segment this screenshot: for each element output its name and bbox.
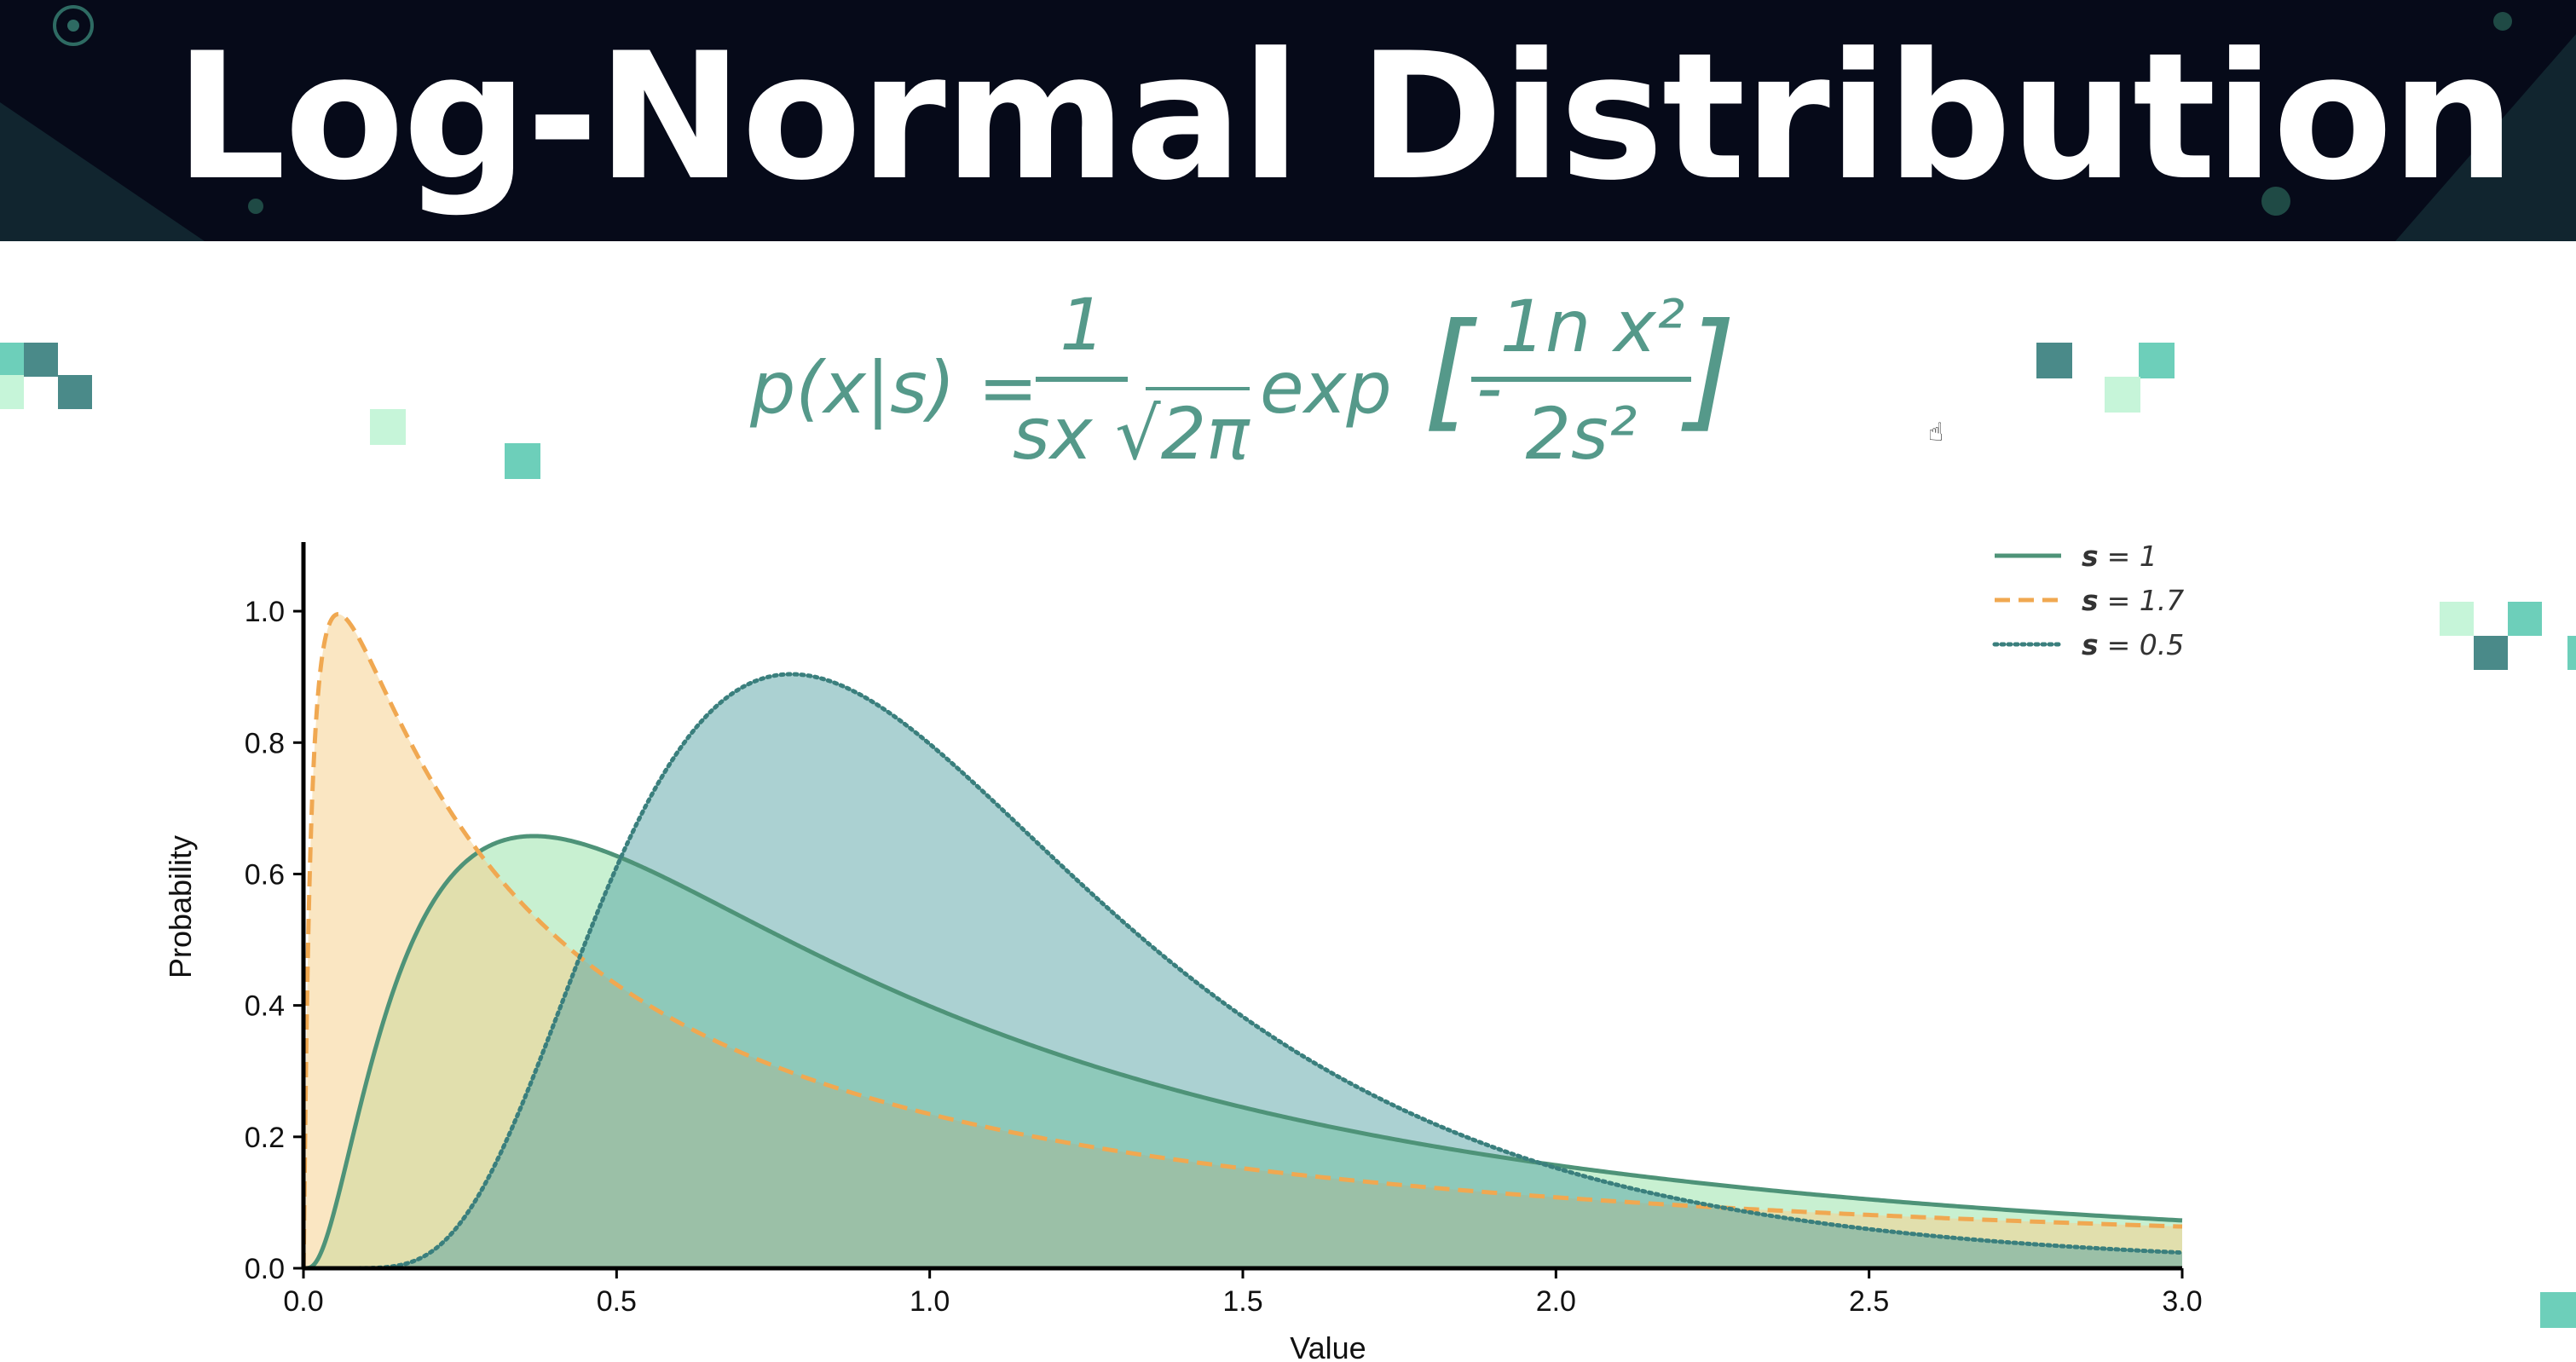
deco-square [2540,1292,2576,1328]
deco-square [2036,343,2072,378]
series-line-s-1.7 [301,612,2183,1269]
deco-square [2139,343,2175,378]
formula-denominator: sx √2π [1013,392,1250,476]
formula: p(x|s) = 1 sx √2π exp [ - 1n x² 2s² ] [742,283,1747,494]
series-line-s-1 [303,834,2183,1271]
banner-dot [2261,187,2290,216]
formula-minus: - [1476,346,1503,430]
y-tick-label: 0.8 [245,727,285,759]
banner-decoration [0,5,2576,241]
x-tick-label: 0.5 [597,1285,637,1318]
x-tick-label: 2.0 [1536,1285,1576,1318]
banner-triangle-right [2395,34,2576,241]
legend-label: s = 1.7 [2082,584,2184,617]
deco-square [2567,636,2576,670]
deco-square [2105,377,2140,413]
area-fill-s-1.7 [303,614,2182,1268]
deco-square [370,409,406,445]
deco-square [24,343,58,377]
formula-left-bracket: [ [1424,297,1474,445]
formula-exp: exp [1260,346,1392,430]
deco-square [505,443,540,479]
y-tick-label: 0.6 [245,858,285,891]
formula-right-bracket: ] [1686,297,1736,445]
formula-inner-denominator: 2s² [1525,392,1637,476]
banner-ring-dot [67,20,79,32]
deco-square [2440,602,2474,636]
hand-cursor-icon: ☝ [1928,418,1944,447]
legend-label: s = 0.5 [2082,628,2184,661]
series-lines [301,612,2185,1271]
deco-square [58,375,92,409]
formula-sqrt-bar [1146,387,1250,390]
y-tick-label: 0.4 [245,990,285,1023]
formula-lhs: p(x|s) = [750,346,1038,430]
x-tick-label: 1.0 [910,1285,950,1318]
ticks: 0.0 0.5 1.0 1.5 2.0 2.5 3.0 0.0 0.2 0.4 0.6 0.8 1.0 [245,596,2203,1318]
banner-ring-icon [53,5,94,46]
series-line-s-0.5 [301,672,2185,1271]
x-axis-title: Value [1290,1330,1366,1362]
legend: s = 1 s = 1.7 s = 0.5 [1992,540,2184,661]
banner-triangle-left [0,102,205,241]
y-tick-label: 0.2 [245,1122,285,1154]
banner-dot [248,199,263,214]
formula-numerator: 1 [1060,283,1106,366]
page-title: Log-Normal Distribution [175,16,2515,219]
x-tick-label: 2.5 [1849,1285,1889,1318]
deco-square [2474,636,2508,670]
x-tick-label: 3.0 [2162,1285,2202,1318]
deco-square [2508,602,2542,636]
y-axis-title: Probability [163,835,198,978]
formula-inner-numerator: 1n x² [1499,285,1685,368]
formula-inner-fraction-bar [1471,377,1691,382]
legend-label: s = 1 [2082,540,2157,573]
y-tick-label: 0.0 [245,1253,285,1285]
deco-square [0,375,24,409]
area-fills [303,614,2182,1268]
title-banner: Log-Normal Distribution [0,0,2576,241]
banner-dot [2493,12,2512,31]
y-tick-label: 1.0 [245,596,285,628]
area-fill-s-0.5 [303,674,2182,1268]
x-tick-label: 0.0 [283,1285,323,1318]
formula-fraction-bar [1036,377,1128,382]
x-tick-label: 1.5 [1222,1285,1262,1318]
